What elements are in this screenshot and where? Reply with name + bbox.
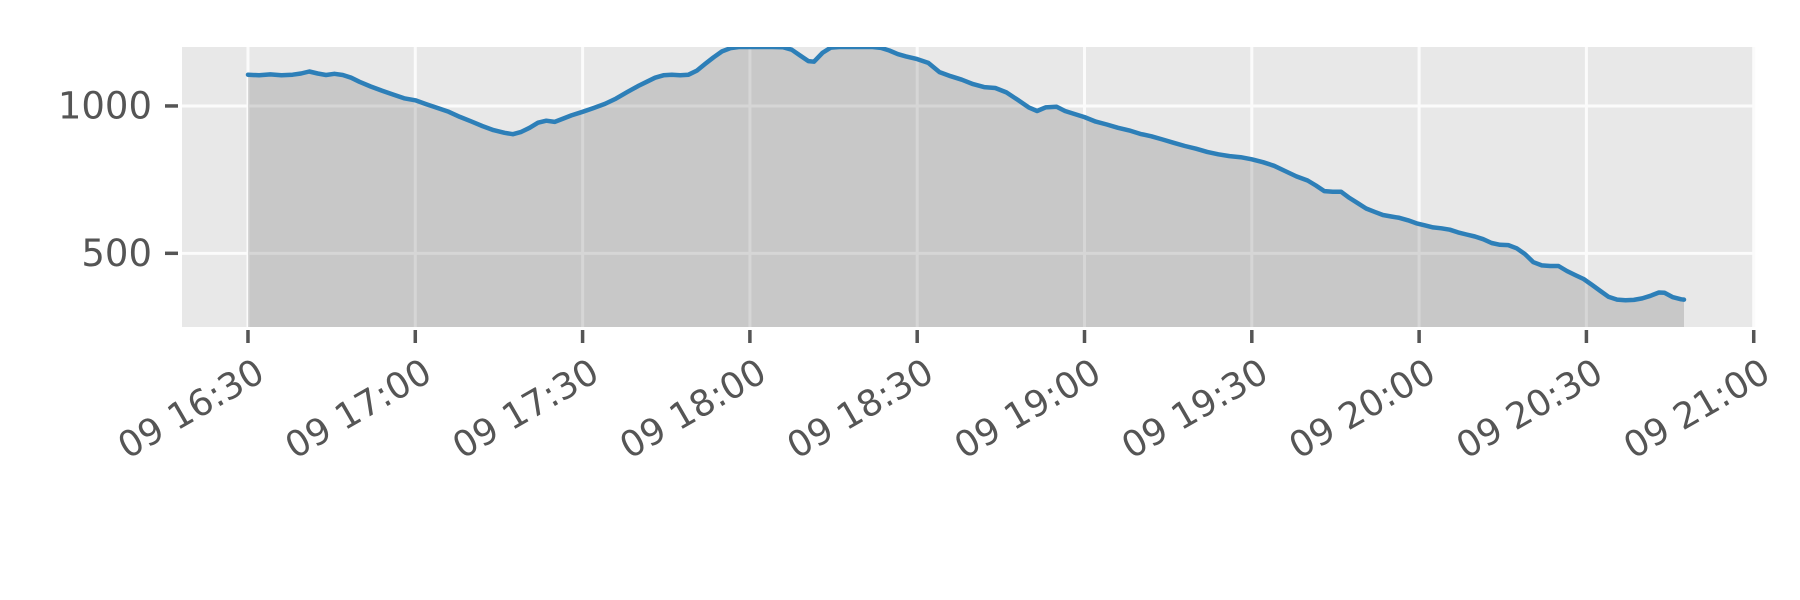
y-tick-label: 500 <box>81 232 152 275</box>
x-tick-label: 09 18:30 <box>781 351 941 467</box>
x-tick-label: 09 17:30 <box>446 351 606 467</box>
y-tick-label: 1000 <box>58 84 152 127</box>
series-area-fill <box>248 47 1684 327</box>
x-tick-label: 09 17:00 <box>279 351 439 467</box>
x-tick-label: 09 20:00 <box>1282 351 1442 467</box>
x-tick-label: 09 21:00 <box>1617 351 1777 467</box>
x-tick-label: 09 19:00 <box>948 351 1108 467</box>
series-line <box>245 47 1687 303</box>
plot-background <box>182 47 1754 327</box>
x-tick-label: 09 19:30 <box>1115 351 1275 467</box>
x-tick-label: 09 18:00 <box>613 351 773 467</box>
x-tick-label: 09 16:30 <box>111 351 271 467</box>
x-tick-label: 09 20:30 <box>1450 351 1610 467</box>
